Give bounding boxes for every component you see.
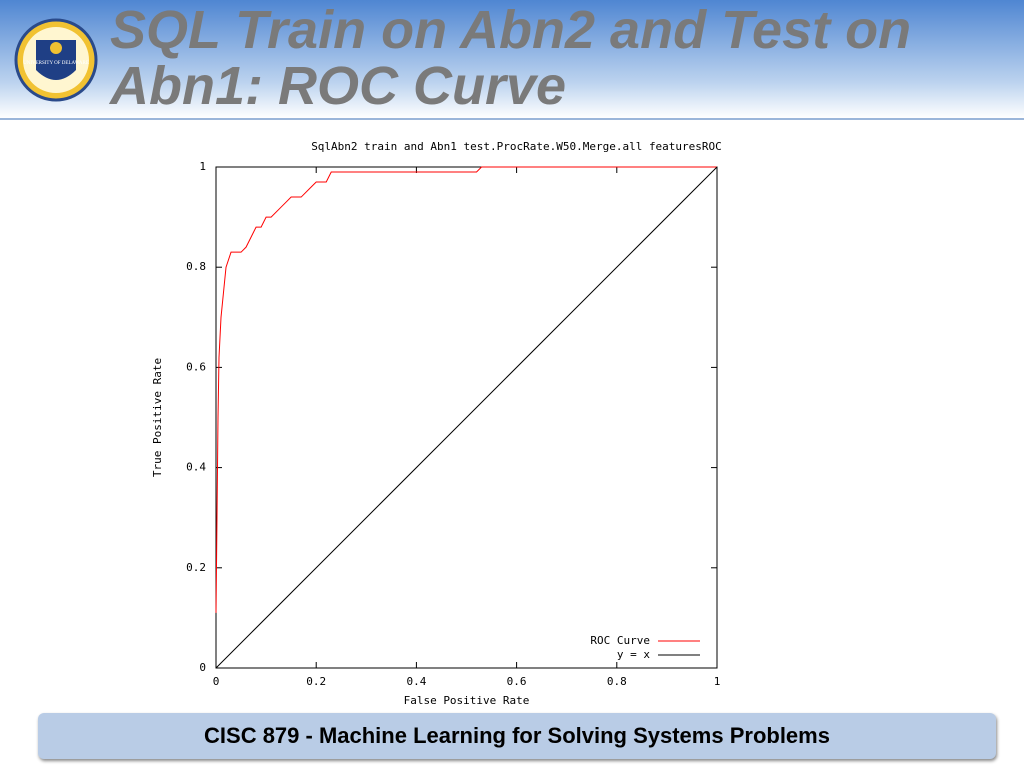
logo-text: UNIVERSITY OF DELAWARE [23,61,89,66]
legend-label: ROC Curve [590,634,650,647]
series-line [215,166,717,613]
footer: CISC 879 - Machine Learning for Solving … [38,713,996,759]
series-line [215,166,718,669]
x-axis-label: False Positive Rate [404,694,530,707]
slide-title: SQL Train on Abn2 and Test on Abn1: ROC … [110,0,912,116]
chart: SqlAbn2 train and Abn1 test.ProcRate.W50… [151,140,722,707]
logo: UNIVERSITY OF DELAWARE [14,18,98,102]
y-tick-label: 0.2 [186,561,206,574]
y-tick-label: 0.4 [186,461,206,474]
header: UNIVERSITY OF DELAWARE SQL Train on Abn2… [0,0,1024,120]
x-tick-label: 0.8 [607,675,627,688]
chart-title: SqlAbn2 train and Abn1 test.ProcRate.W50… [311,140,722,153]
x-tick-label: 0.4 [406,675,426,688]
plot-border [215,166,718,669]
x-tick-label: 0.6 [507,675,527,688]
y-tick-label: 0.8 [186,260,206,273]
legend-label: y = x [617,648,650,661]
y-tick-label: 1 [199,160,206,173]
x-tick-label: 1 [714,675,721,688]
x-tick-label: 0.2 [306,675,326,688]
x-tick-label: 0 [213,675,220,688]
y-tick-label: 0.6 [186,360,206,373]
y-tick-label: 0 [199,661,206,674]
y-axis-label: True Positive Rate [151,358,164,477]
